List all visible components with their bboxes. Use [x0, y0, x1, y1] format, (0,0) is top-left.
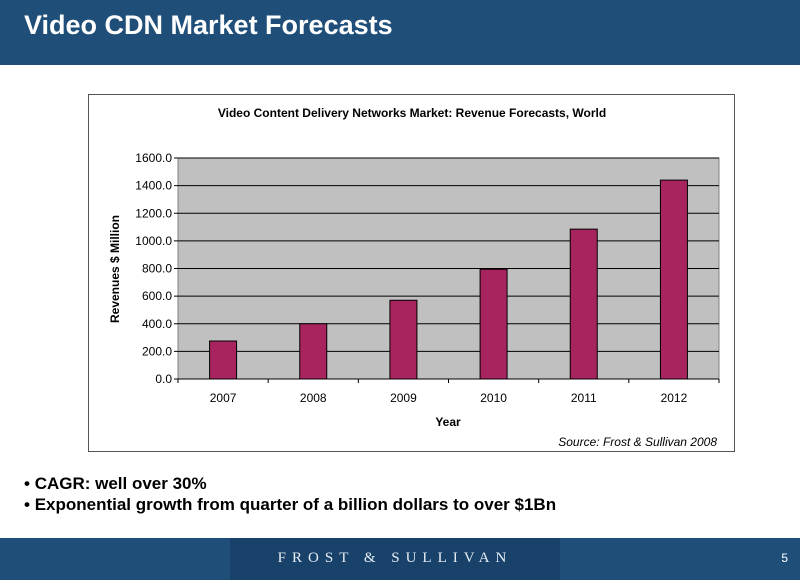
bullet-marker: • — [24, 495, 30, 514]
page-number: 5 — [781, 551, 788, 565]
footer-bar: FROST & SULLIVAN 5 — [0, 538, 800, 580]
y-tick-label: 800.0 — [142, 262, 172, 276]
y-tick-label: 200.0 — [142, 344, 172, 358]
revenue-bar-chart: Video Content Delivery Networks Market: … — [108, 106, 720, 449]
y-tick-label: 1000.0 — [135, 234, 172, 248]
x-tick-label: 2007 — [210, 391, 237, 405]
y-tick-label: 600.0 — [142, 289, 172, 303]
y-tick-label: 0.0 — [155, 372, 172, 386]
x-tick-label: 2012 — [661, 391, 688, 405]
bullet-text-growth: Exponential growth from quarter of a bil… — [34, 495, 557, 514]
x-axis-title: Year — [435, 415, 461, 429]
footer-logo-box: FROST & SULLIVAN — [230, 538, 560, 580]
bar-2011 — [569, 228, 598, 380]
y-tick-label: 1600.0 — [135, 151, 172, 165]
bullet-marker: • — [24, 474, 30, 493]
x-tick-label: 2010 — [480, 391, 507, 405]
header-bar: Video CDN Market Forecasts — [0, 0, 800, 65]
x-tick-label: 2008 — [300, 391, 327, 405]
bar-2012 — [659, 179, 688, 380]
x-tick-label: 2011 — [571, 391, 597, 405]
chart-title: Video Content Delivery Networks Market: … — [218, 106, 606, 120]
bar-2007 — [209, 340, 238, 380]
bar-2009 — [389, 299, 418, 380]
source-note: Source: Frost & Sullivan 2008 — [558, 435, 717, 449]
bullet-text-cagr: CAGR: well over 30% — [34, 474, 207, 493]
bullet-list: • CAGR: well over 30% • Exponential grow… — [24, 473, 556, 515]
slide-title: Video CDN Market Forecasts — [24, 10, 393, 40]
frost-sullivan-logo: FROST & SULLIVAN — [277, 550, 513, 566]
y-axis-title: Revenues $ Million — [108, 215, 122, 323]
bullet-item: • Exponential growth from quarter of a b… — [24, 494, 556, 515]
bar-2010 — [479, 268, 508, 380]
x-tick-label: 2009 — [390, 391, 417, 405]
bar-2008 — [299, 323, 328, 380]
y-tick-label: 1400.0 — [135, 179, 172, 193]
chart-frame: Video Content Delivery Networks Market: … — [88, 94, 735, 452]
y-tick-label: 1200.0 — [135, 206, 172, 220]
bullet-item: • CAGR: well over 30% — [24, 473, 556, 494]
y-tick-label: 400.0 — [142, 317, 172, 331]
